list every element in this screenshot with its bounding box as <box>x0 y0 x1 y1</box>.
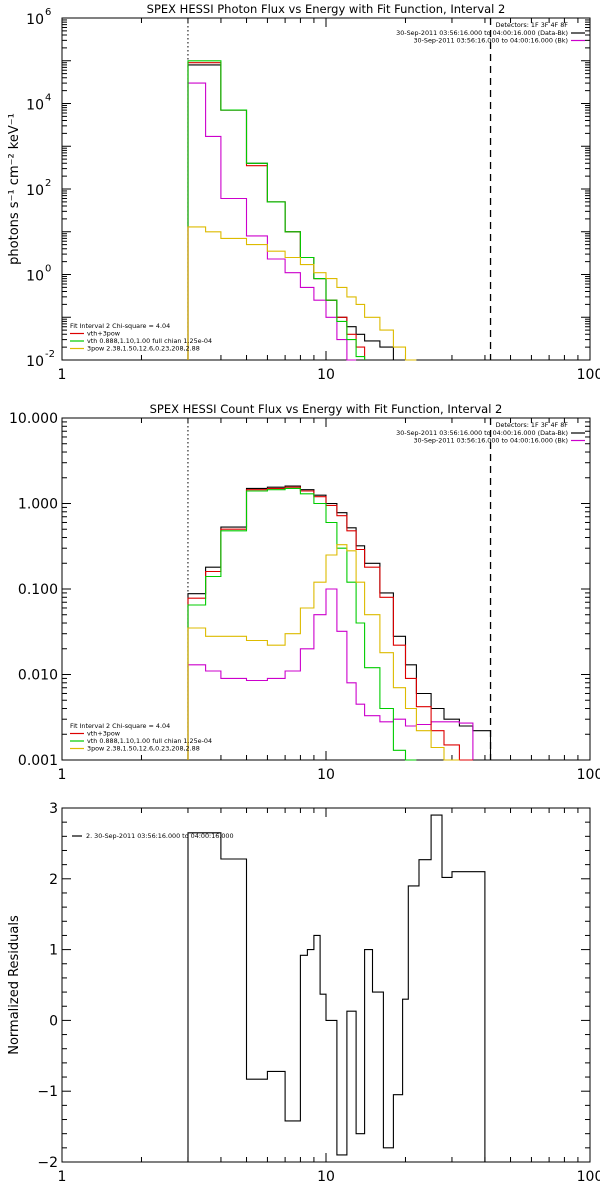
x-tick-label: 1 <box>58 1169 67 1185</box>
legend-header: Detectors: 1F 3F 4F 8F <box>496 421 569 429</box>
legend-entry: 30-Sep-2011 03:56:16.000 to 04:00:16.000… <box>413 37 568 45</box>
panel-2: SPEX HESSI Count Flux vs Energy with Fit… <box>9 402 600 783</box>
y-tick-label: 10 <box>26 98 44 114</box>
legend-header: Fit Interval 2 Chi-square = 4.04 <box>70 322 170 330</box>
y-tick-exponent: 6 <box>45 7 51 18</box>
y-tick-label: 10.000 <box>9 411 58 427</box>
y-tick-label: 10 <box>26 269 44 285</box>
legend-entry: 2. 30-Sep-2011 03:56:16.000 to 04:00:16.… <box>86 832 234 840</box>
y-tick-label: −1 <box>37 1084 58 1100</box>
y-tick-exponent: 2 <box>45 178 51 189</box>
x-tick-label: 1 <box>58 367 67 383</box>
plot-frame <box>61 807 591 1163</box>
y-tick-label: 2 <box>49 872 58 888</box>
chart-title: SPEX HESSI Count Flux vs Energy with Fit… <box>150 402 503 416</box>
y-axis-label: Normalized Residuals <box>7 915 22 1055</box>
legend-entry: vth+3pow <box>87 730 120 738</box>
x-tick-label: 10 <box>317 767 335 783</box>
series-vth-step-line <box>187 487 417 761</box>
legend-entry: 3pow 2.38,1.50,12.6,0.23,208,2.88 <box>87 745 200 753</box>
legend-entry: 30-Sep-2011 03:56:16.000 to 04:00:16.000… <box>413 437 568 445</box>
y-tick-label: 10 <box>26 12 44 28</box>
y-axis-label: photons s⁻¹ cm⁻² keV⁻¹ <box>7 113 22 265</box>
y-tick-label: 0.010 <box>18 668 58 684</box>
series-bk-step-line <box>187 82 357 361</box>
y-tick-label: 1.000 <box>18 497 58 513</box>
legend-top-left: 2. 30-Sep-2011 03:56:16.000 to 04:00:16.… <box>72 832 234 840</box>
legend-bottom-left: Fit Interval 2 Chi-square = 4.04vth+3pow… <box>70 322 212 353</box>
y-tick-label: 0 <box>49 1013 58 1029</box>
legend-entry: vth 0.888,1.10,1.00 full chian 1.25e-04 <box>87 337 212 345</box>
y-tick-label: 10 <box>26 183 44 199</box>
series-vth-3pow-step-line <box>187 486 473 761</box>
x-tick-label: 100 <box>577 1169 600 1185</box>
panel-3: Normalized Residuals 1 10 100 −2 −1 0 1 2 3 2. 30-… <box>7 801 600 1185</box>
series-vth-step-line <box>187 60 366 360</box>
series-3pow-step-line <box>187 544 460 761</box>
series-3pow-step-line <box>187 226 417 361</box>
y-tick-label: 1 <box>49 943 58 959</box>
series-residuals-step-line <box>187 814 486 1162</box>
x-tick-label: 10 <box>317 367 335 383</box>
y-tick-exponent: 0 <box>45 264 51 275</box>
y-tick-label: 0.001 <box>18 753 58 769</box>
legend-entry: vth 0.888,1.10,1.00 full chian 1.25e-04 <box>87 737 212 745</box>
legend-bottom-left: Fit Interval 2 Chi-square = 4.04vth+3pow… <box>70 722 212 753</box>
series-bk-step-line <box>187 588 474 760</box>
chart-title: SPEX HESSI Photon Flux vs Energy with Fi… <box>147 2 506 16</box>
legend-entry: 3pow 2.38,1.50,12.6,0.23,208,2.88 <box>87 345 200 353</box>
series-data-bk-step-line <box>187 64 394 360</box>
y-tick-label: 3 <box>49 801 58 817</box>
legend-entry: 30-Sep-2011 03:56:16.000 to 04:00:16.000… <box>396 29 568 37</box>
series-vth-3pow-step-line <box>187 62 366 360</box>
y-tick-label: −2 <box>37 1155 58 1171</box>
series-data-bk-step-line <box>187 485 492 760</box>
y-tick-exponent: -2 <box>45 349 55 360</box>
x-tick-label: 1 <box>58 767 67 783</box>
legend-header: Detectors: 1F 3F 4F 8F <box>496 21 569 29</box>
legend-entry: 30-Sep-2011 03:56:16.000 to 04:00:16.000… <box>396 429 568 437</box>
x-tick-label: 10 <box>317 1169 335 1185</box>
legend-header: Fit Interval 2 Chi-square = 4.04 <box>70 722 170 730</box>
legend-entry: vth+3pow <box>87 330 120 338</box>
x-tick-label: 100 <box>577 367 600 383</box>
y-tick-exponent: 4 <box>45 93 51 104</box>
x-tick-label: 100 <box>577 767 600 783</box>
y-tick-label: 10 <box>26 354 44 370</box>
panel-1: SPEX HESSI Photon Flux vs Energy with Fi… <box>7 2 600 383</box>
y-tick-label: 0.100 <box>18 582 58 598</box>
